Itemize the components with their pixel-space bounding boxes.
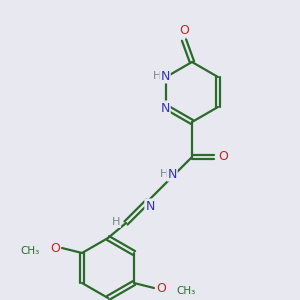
- Text: N: N: [160, 101, 170, 115]
- Text: O: O: [50, 242, 60, 254]
- Text: CH₃: CH₃: [176, 286, 195, 296]
- Text: H: H: [112, 217, 120, 227]
- Text: CH₃: CH₃: [21, 246, 40, 256]
- Text: N: N: [145, 200, 155, 212]
- Text: O: O: [156, 281, 166, 295]
- Text: O: O: [218, 151, 228, 164]
- Text: O: O: [179, 23, 189, 37]
- Text: H: H: [153, 71, 161, 81]
- Text: H: H: [160, 169, 168, 179]
- Text: N: N: [167, 167, 177, 181]
- Text: N: N: [160, 70, 170, 83]
